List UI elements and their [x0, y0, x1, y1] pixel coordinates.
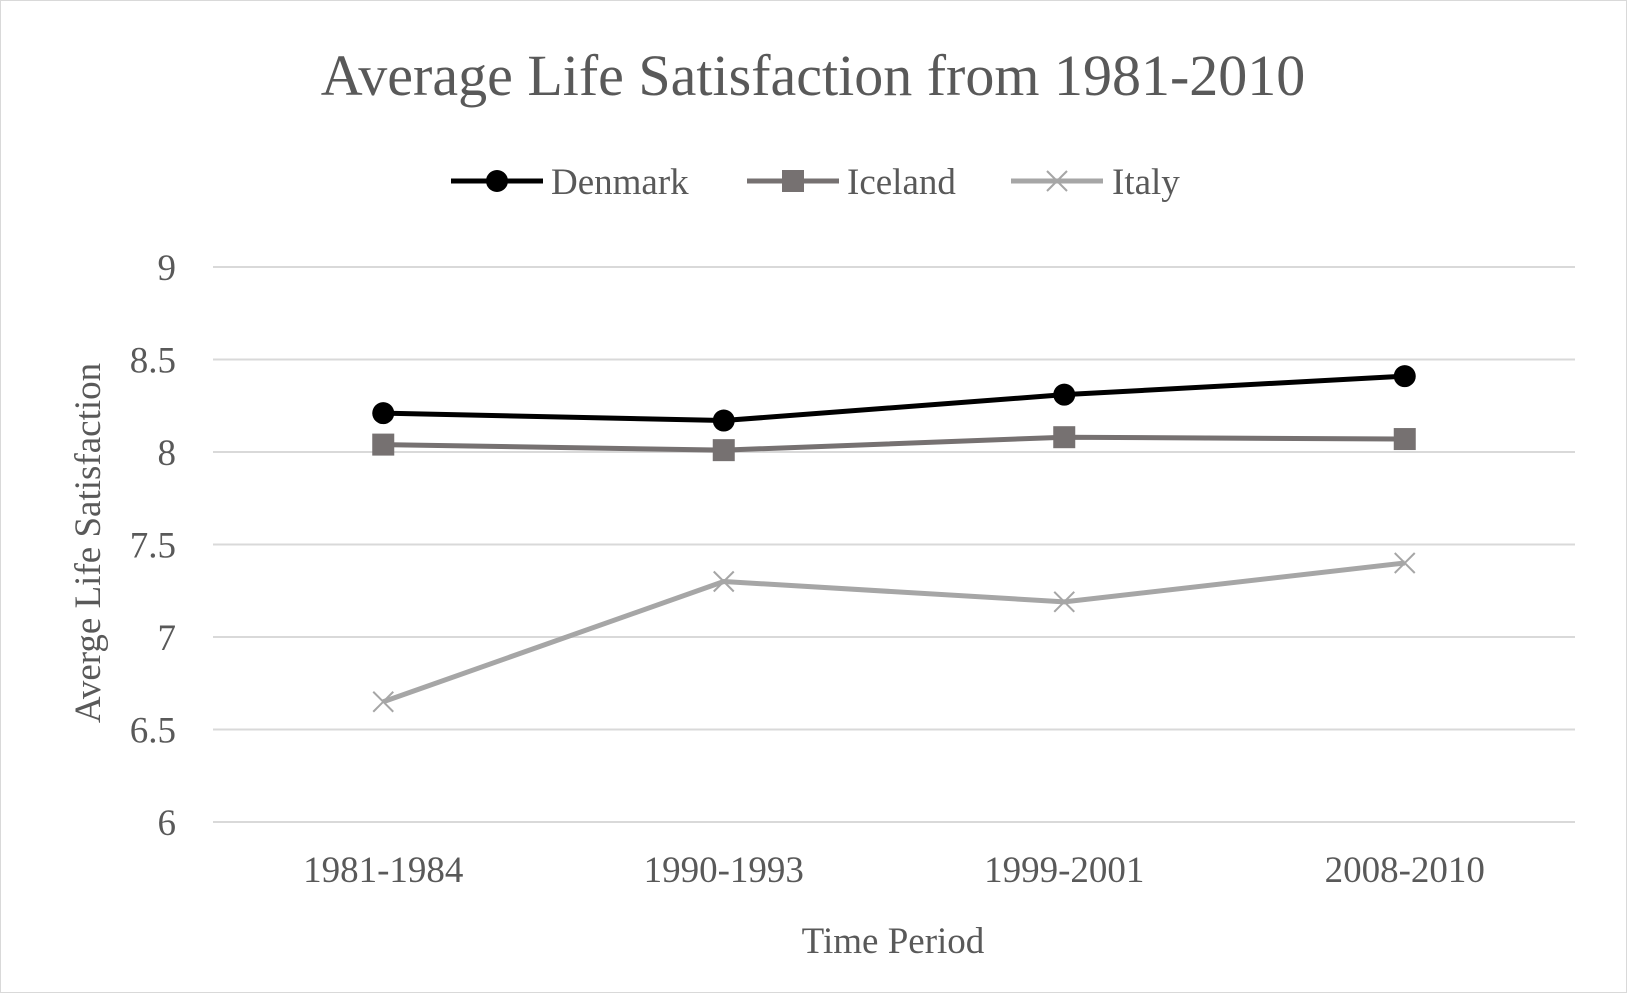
legend: Denmark Iceland Italy — [451, 162, 1180, 203]
data-point-denmark — [1053, 383, 1076, 406]
x-tick-label: 1999-2001 — [984, 850, 1144, 891]
data-point-denmark — [712, 409, 735, 432]
series-line-iceland — [383, 434, 1405, 453]
legend-label: Italy — [1112, 162, 1180, 203]
y-tick-label: 8 — [158, 433, 177, 474]
series-denmark — [372, 365, 1416, 432]
data-point-italy — [1053, 591, 1075, 613]
data-point-italy — [372, 691, 394, 713]
data-point-italy — [1394, 552, 1416, 574]
legend-label: Iceland — [847, 162, 956, 203]
series-italy — [372, 552, 1416, 713]
x-axis-ticks: 1981-1984 1990-1993 1999-2001 2008-2010 — [303, 850, 1485, 891]
data-point-iceland — [1053, 426, 1076, 449]
legend-marker — [782, 170, 804, 192]
x-axis-title: Time Period — [802, 921, 985, 962]
y-tick-label: 7 — [158, 618, 177, 659]
y-tick-label: 8.5 — [130, 341, 176, 382]
series-lines — [372, 365, 1416, 713]
legend-marker — [486, 170, 508, 192]
legend-label: Denmark — [551, 162, 689, 203]
y-tick-label: 7.5 — [130, 526, 176, 567]
data-point-iceland — [1393, 428, 1416, 451]
series-line-italy — [382, 560, 1406, 705]
series-line-denmark — [383, 373, 1405, 424]
data-point-denmark — [1393, 365, 1416, 388]
y-tick-label: 9 — [158, 248, 177, 289]
data-point-iceland — [372, 433, 395, 456]
data-point-italy — [713, 570, 735, 593]
data-point-denmark — [372, 402, 395, 425]
y-tick-label: 6 — [158, 803, 177, 844]
gridlines — [213, 266, 1575, 823]
y-axis-title: Averge Life Satisfaction — [68, 363, 109, 723]
y-axis-ticks: 6 6.5 7 7.5 8 8.5 9 — [130, 248, 176, 844]
legend-item-italy: Italy — [1011, 162, 1180, 203]
y-tick-label: 6.5 — [130, 711, 176, 752]
legend-item-iceland: Iceland — [747, 162, 956, 203]
chart-title: Average Life Satisfaction from 1981-2010 — [321, 43, 1306, 108]
x-tick-label: 1981-1984 — [303, 850, 463, 891]
legend-item-denmark: Denmark — [451, 162, 689, 203]
x-tick-label: 1990-1993 — [644, 850, 804, 891]
data-point-iceland — [712, 439, 735, 462]
legend-marker — [1046, 170, 1068, 192]
series-iceland — [372, 426, 1416, 462]
x-tick-label: 2008-2010 — [1325, 850, 1485, 891]
